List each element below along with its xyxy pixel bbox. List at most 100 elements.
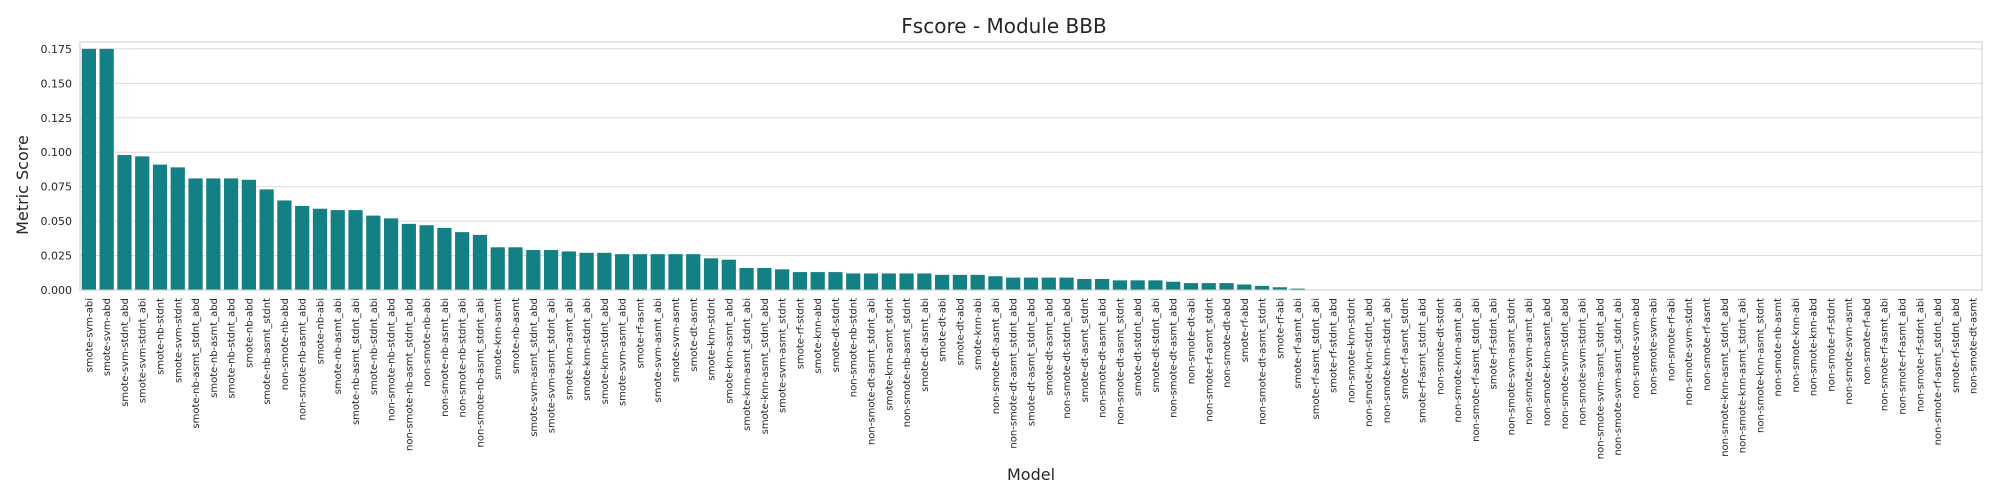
x-tick-label: smote-knn-asmt_abi [564, 298, 575, 400]
x-tick-label: smote-rf-stdnt_abi [1489, 298, 1500, 389]
bar [1272, 287, 1287, 290]
bar [419, 225, 434, 290]
x-tick-label: non-smote-svm-asmt_abi [1524, 298, 1535, 425]
bar [366, 215, 381, 290]
bar [170, 167, 185, 290]
x-tick-label: smote-svm-asmt_stdnt_abi [547, 298, 558, 433]
bar [543, 250, 559, 290]
x-tick-label: smote-svm-asmt_abd [618, 298, 629, 406]
x-tick-label: non-smote-rf-asmt_abi [1880, 298, 1891, 411]
y-axis-label: Metric Score [13, 135, 32, 235]
bar [259, 189, 274, 290]
x-tick-label: non-smote-dt-asmt_stdnt [1115, 298, 1126, 425]
bar [1290, 288, 1305, 290]
x-tick-label: non-smote-rf-asmt_stdnt_abd [1933, 298, 1944, 445]
x-tick-label: smote-knn-asmt [493, 298, 504, 380]
bar [703, 258, 719, 290]
x-tick-label: smote-nb-asmt [511, 298, 522, 374]
bar [117, 154, 132, 290]
x-tick-label: non-smote-nb-abd [280, 298, 291, 390]
x-tick-label: non-smote-nb-stdnt_abi [458, 298, 469, 417]
x-tick-label: smote-nb-asmt_abd [209, 298, 220, 398]
x-tick-label: non-smote-dt-asmt_stdnt_abd [1009, 298, 1020, 449]
x-tick-label: non-smote-nb-asmt_abi [440, 298, 451, 417]
bar [828, 272, 843, 290]
x-tick-label: smote-rf-asmt_stdnt_abi [1311, 298, 1322, 419]
y-tick-label: 0.025 [41, 250, 73, 263]
bar [1254, 285, 1270, 290]
bar [935, 274, 950, 290]
y-tick-label: 0.125 [41, 112, 73, 125]
y-tick-label: 0.100 [41, 146, 73, 159]
bar [1094, 278, 1110, 290]
bar [1041, 277, 1056, 290]
x-tick-label: non-smote-rf-asmt_stdnt [1204, 298, 1215, 422]
x-tick-label: non-smote-rf-stdnt_abi [1915, 298, 1926, 412]
x-tick-label: non-smote-knn-abi [1791, 298, 1802, 392]
bar [561, 251, 576, 290]
bar [241, 179, 256, 290]
bar [508, 247, 523, 290]
bar [1183, 283, 1199, 290]
x-tick-label: non-smote-dt-asmt_stdnt_abi [867, 298, 878, 445]
bar [188, 178, 203, 290]
y-tick-label: 0.175 [41, 43, 73, 56]
bar [579, 252, 594, 290]
x-tick-label: non-smote-svm-stdnt [1684, 298, 1695, 405]
bar [152, 164, 168, 290]
bar [792, 272, 808, 290]
x-tick-label: smote-svm-asmt [671, 298, 682, 382]
x-tick-label: non-smote-nb-asmt_stdnt_abi [475, 298, 486, 447]
x-tick-label: smote-svm-stdnt_abd [120, 298, 131, 407]
bar [988, 276, 1003, 290]
x-tick-label: non-smote-nb-asmt_stdnt_abd [404, 298, 415, 451]
x-tick-label: smote-knn-stdnt_abi [582, 298, 593, 401]
x-tick-label: smote-dt-asmt_abd [1044, 298, 1055, 395]
y-tick-label: 0.050 [41, 215, 73, 228]
x-tick-label: non-smote-svm-stdnt_abi [1578, 298, 1589, 426]
x-tick-label: smote-svm-asmt_abi [653, 298, 664, 402]
bar [846, 273, 861, 290]
x-tick-label: non-smote-knn-asmt_stdnt_abi [1738, 298, 1749, 453]
x-tick-label: smote-nb-asmt_stdnt_abi [351, 298, 362, 425]
x-tick-label: smote-svm-asmt_stdnt_abd [529, 298, 540, 437]
bar [472, 234, 488, 290]
bar [899, 273, 914, 290]
x-tick-label: smote-nb-asmt_abi [333, 298, 344, 394]
x-tick-label: smote-rf-asmt_stdnt_abd [1418, 298, 1429, 423]
x-tick-label: smote-nb-abd [244, 298, 255, 368]
x-tick-label: non-smote-knn-stdnt_abi [1382, 298, 1393, 423]
x-tick-label: smote-dt-stdnt [831, 298, 842, 372]
bar [223, 178, 239, 290]
bar [686, 254, 701, 290]
x-tick-label: non-smote-knn-asmt_stdnt_abd [1720, 298, 1731, 457]
x-tick-label: non-smote-nb-asmt [1773, 298, 1784, 397]
x-tick-label: non-smote-nb-stdnt [849, 298, 860, 397]
bar [970, 274, 985, 290]
x-tick-label: non-smote-knn-stdnt [1346, 298, 1357, 403]
bar [490, 247, 505, 290]
plot-frame [79, 41, 1983, 291]
x-tick-label: smote-dt-stdnt_abd [1133, 298, 1144, 396]
bar [668, 254, 683, 290]
y-tick-labels: 0.000 0.025 0.050 0.075 0.100 0.125 0.150 0.175 [41, 43, 73, 297]
x-tick-label: non-smote-svm-asmt_stdnt_abd [1595, 298, 1606, 459]
chart-title: Fscore - Module BBB [901, 14, 1106, 38]
bar [437, 228, 452, 290]
bar [863, 273, 879, 290]
bar [739, 267, 754, 290]
bar [881, 273, 896, 290]
bar [1059, 277, 1074, 290]
bar [597, 252, 612, 290]
x-tick-label: non-smote-knn-asmt_abd [1542, 298, 1553, 426]
x-tick-label: non-smote-svm-stdnt_abd [1560, 298, 1571, 429]
x-tick-label: smote-rf-abi [1275, 298, 1286, 359]
x-tick-label: smote-rf-stdnt_abd [1951, 298, 1962, 393]
bar [1166, 281, 1181, 290]
x-tick-label: smote-knn-asmt_stdnt_abi [742, 298, 753, 431]
bar [775, 269, 790, 290]
y-tick-label: 0.075 [41, 181, 73, 194]
bars [81, 48, 1305, 291]
